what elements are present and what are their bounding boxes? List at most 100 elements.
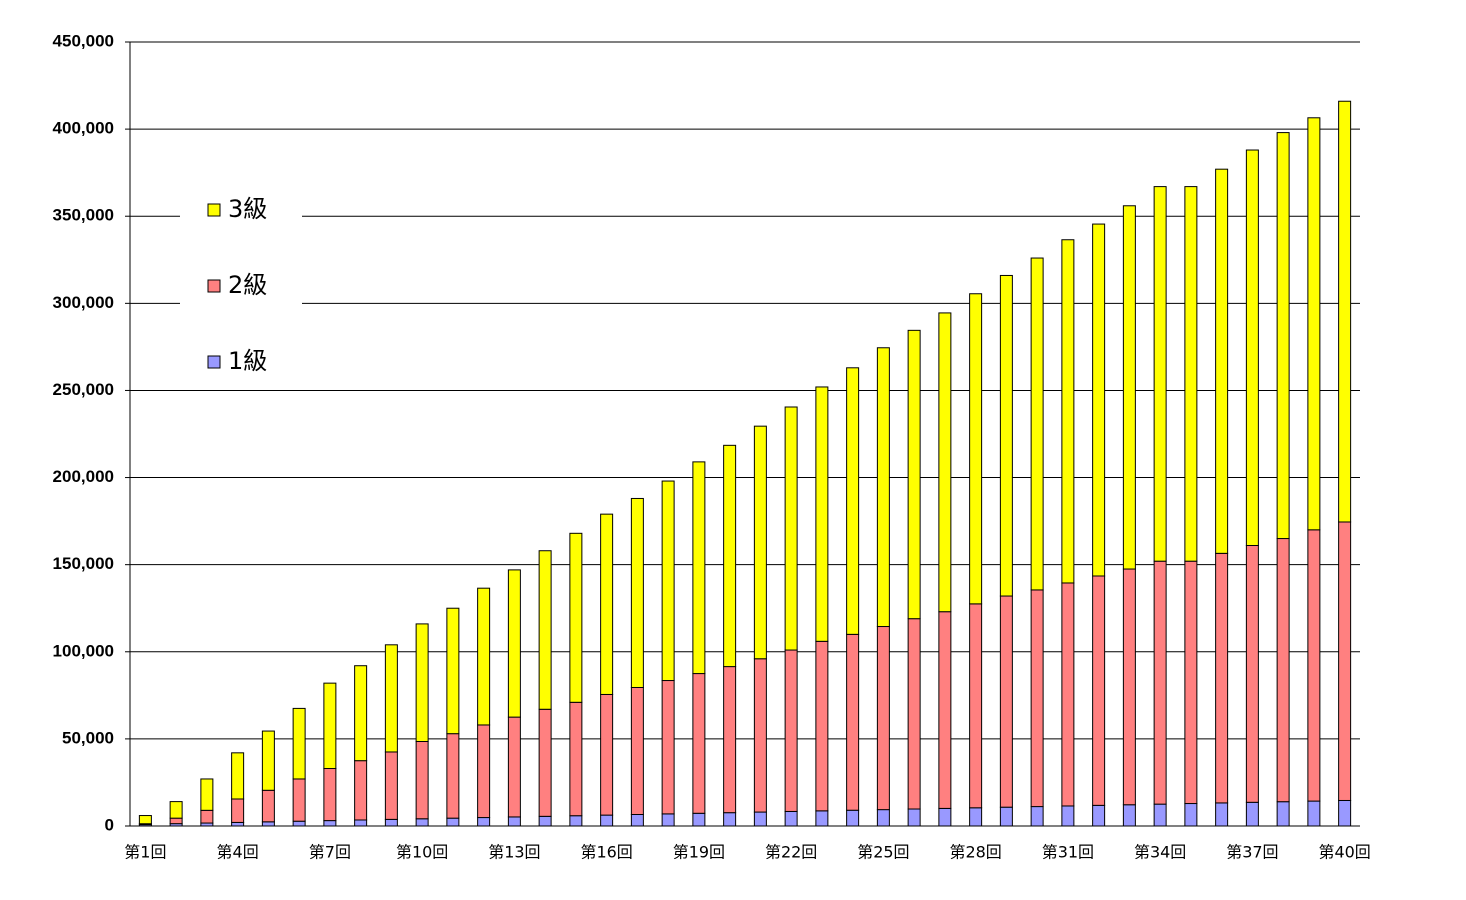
bar-segment [600, 693, 614, 816]
bar-segment [261, 730, 275, 791]
bar-segment [876, 809, 890, 827]
legend-label: 3級 [228, 195, 267, 223]
bar-segment [292, 820, 306, 827]
bar-segment [1338, 521, 1352, 801]
y-tick-label: 400,000 [53, 119, 114, 138]
bar-segment [1092, 223, 1106, 577]
bar-segment [753, 658, 767, 813]
bar-segment [1061, 805, 1075, 827]
bar-segment [600, 814, 614, 827]
bar-segment [1215, 168, 1229, 554]
bar-segment [231, 752, 245, 800]
bar-segment [999, 595, 1013, 808]
bar-segment [938, 807, 952, 827]
bar-segment [938, 611, 952, 809]
bar-segment [661, 480, 675, 682]
bar-segment [784, 810, 798, 827]
bar-segment [1215, 552, 1229, 804]
bar-segment [907, 808, 921, 827]
bar-segment [815, 640, 829, 812]
bar-segment [446, 733, 460, 819]
bar-segment [753, 425, 767, 660]
bar-segment [138, 815, 152, 825]
bar-segment [692, 812, 706, 827]
bar-segment [1122, 205, 1136, 570]
bar-segment [292, 778, 306, 822]
y-tick-label: 100,000 [53, 641, 114, 660]
bar-segment [1122, 568, 1136, 806]
legend-swatch [207, 355, 221, 369]
bar-segment [200, 809, 214, 824]
bar-segment [569, 532, 583, 703]
bar-segment [354, 665, 368, 762]
legend-label: 1級 [228, 347, 267, 375]
bar-segment [876, 626, 890, 811]
bar-segment [1215, 802, 1229, 827]
y-tick-label: 350,000 [53, 206, 114, 225]
bar-segment [446, 607, 460, 735]
bar-segment [876, 347, 890, 628]
x-tick-label: 第19回 [673, 843, 725, 862]
bar-segment [415, 623, 429, 743]
bar-segment [784, 649, 798, 812]
bar-segment [538, 815, 552, 827]
bar-segment [1307, 800, 1321, 827]
bar-segment [723, 444, 737, 668]
bar-segment [1338, 100, 1352, 523]
bar-segment [1061, 239, 1075, 584]
bar-segment [1245, 801, 1259, 827]
bar-segment [907, 618, 921, 810]
y-tick-label: 50,000 [62, 728, 114, 747]
y-tick-label: 450,000 [53, 31, 114, 50]
bar-segment [384, 751, 398, 820]
bar-segment [938, 312, 952, 613]
bar-segment [600, 513, 614, 695]
x-tick-label: 第25回 [857, 843, 909, 862]
bar-segment [1122, 804, 1136, 827]
bar-segment [477, 587, 491, 726]
bar-segment [507, 569, 521, 718]
bar-segment [446, 817, 460, 827]
bar-segment [415, 818, 429, 827]
x-tick-label: 第34回 [1134, 843, 1186, 862]
x-tick-label: 第7回 [309, 843, 351, 862]
bar-segment [538, 550, 552, 710]
bar-segment [723, 666, 737, 814]
bar-segment [1276, 132, 1290, 540]
x-tick-label: 第4回 [217, 843, 259, 862]
bar-segment [846, 633, 860, 811]
legend-swatch [207, 279, 221, 293]
bar-segment [1245, 149, 1259, 547]
y-tick-label: 200,000 [53, 467, 114, 486]
bar-segment [1307, 117, 1321, 531]
x-tick-label: 第37回 [1226, 843, 1278, 862]
bar-segment [1276, 801, 1290, 827]
bar-segment [846, 809, 860, 827]
bar-segment [907, 329, 921, 620]
bar-segment [1030, 589, 1044, 808]
bar-segment [969, 603, 983, 809]
bar-segment [1184, 186, 1198, 562]
bar-segment [354, 760, 368, 821]
x-tick-label: 第28回 [949, 843, 1001, 862]
bar-segment [1276, 538, 1290, 803]
bar-segment [815, 386, 829, 642]
bar-segment [477, 724, 491, 819]
bar-segment [323, 820, 337, 827]
y-tick-label: 300,000 [53, 293, 114, 312]
legend-label: 2級 [228, 271, 267, 299]
bar-segment [231, 821, 245, 827]
bar-segment [1153, 186, 1167, 562]
bar-segment [723, 812, 737, 827]
bar-segment [630, 686, 644, 816]
bar-segment [169, 801, 183, 819]
x-tick-label: 第1回 [124, 843, 166, 862]
legend-swatch [207, 203, 221, 217]
bar-segment [323, 768, 337, 822]
bar-segment [1030, 257, 1044, 591]
bar-segment [169, 817, 183, 825]
bar-segment [1092, 804, 1106, 827]
bar-segment [692, 461, 706, 675]
bar-segment [999, 806, 1013, 827]
